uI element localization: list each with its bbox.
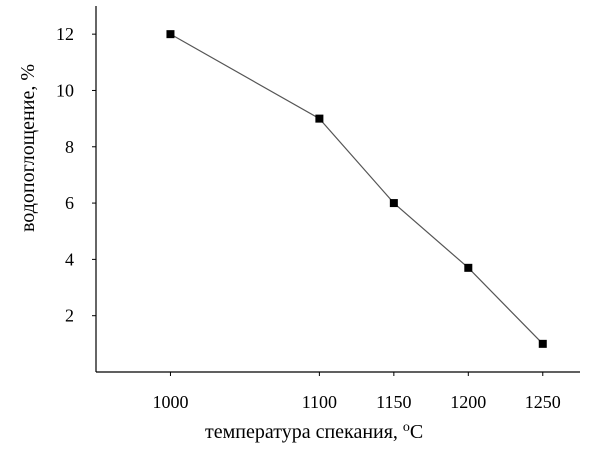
data-point <box>464 263 473 272</box>
data-point <box>538 339 547 348</box>
x-tick-label: 1200 <box>450 392 486 412</box>
y-axis-label: водопоглощение, % <box>17 64 39 232</box>
plot-area: 2 4 6 8 10 12 1000 1100 1150 1200 1250 <box>56 6 580 412</box>
data-point <box>389 199 398 208</box>
y-tick-label: 10 <box>56 80 74 100</box>
y-tick-label: 2 <box>65 306 74 326</box>
y-tick-label: 12 <box>56 24 74 44</box>
x-axis-label-unit: C <box>410 421 423 443</box>
y-ticks: 2 4 6 8 10 12 <box>56 24 96 326</box>
x-axis-label: температура спекания, oC <box>205 420 423 443</box>
x-axis-label-degree: o <box>403 420 410 435</box>
data-point <box>166 30 175 39</box>
x-tick-label: 1100 <box>302 392 337 412</box>
x-tick-label: 1000 <box>152 392 188 412</box>
x-axis-label-main: температура спекания, <box>205 421 403 443</box>
y-tick-label: 8 <box>65 137 74 157</box>
data-points <box>166 30 547 348</box>
data-point <box>315 114 324 123</box>
x-tick-label: 1250 <box>525 392 561 412</box>
y-tick-label: 6 <box>65 193 74 213</box>
y-tick-label: 4 <box>65 249 74 269</box>
x-tick-label: 1150 <box>376 392 411 412</box>
x-ticks: 1000 1100 1150 1200 1250 <box>152 372 561 412</box>
series-line <box>170 33 544 345</box>
